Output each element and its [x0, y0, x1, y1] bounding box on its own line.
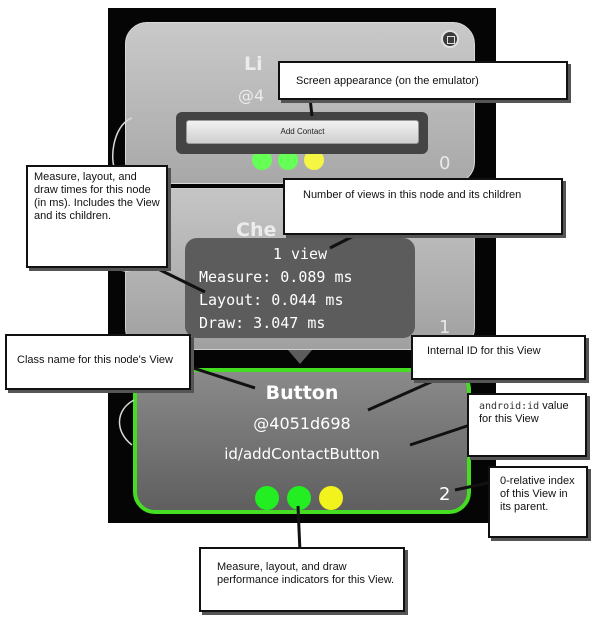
- callout-class-name: Class name for this node's View: [5, 334, 191, 390]
- callout-measure-times-text: Measure, layout, and draw times for this…: [34, 171, 160, 222]
- callout-view-count-text: Number of views in this node and its chi…: [303, 189, 522, 201]
- callout-indicators: Measure, layout, and draw performance in…: [199, 547, 405, 612]
- callout-android-id: android:id value for this View: [467, 393, 587, 457]
- tooltip-view-count: 1 view: [272, 245, 328, 263]
- tooltip-layout: Layout: 0.044 ms: [199, 291, 344, 309]
- callout-measure-times: Measure, layout, and draw times for this…: [26, 165, 168, 268]
- tooltip-measure: Measure: 0.089 ms: [199, 268, 353, 286]
- performance-indicator: [319, 486, 343, 510]
- upper-node-id: @4: [238, 86, 265, 105]
- middle-node-title: Che: [236, 219, 277, 241]
- callout-screen-appearance: Screen appearance (on the emulator): [278, 61, 568, 100]
- upper-node-index: 0: [439, 153, 451, 174]
- upper-node-indicator: [252, 150, 272, 170]
- upper-node-title: Li: [244, 53, 263, 75]
- callout-android-id-code: android:id: [479, 401, 540, 412]
- node-indicators: [255, 486, 355, 510]
- node-internal-id: @4051d698: [253, 414, 351, 433]
- performance-indicator: [255, 486, 279, 510]
- node-index: 2: [439, 484, 451, 505]
- upper-node-card: Li @4 0: [125, 22, 475, 184]
- add-contact-button-preview: Add Contact: [186, 120, 419, 144]
- callout-indicators-text: Measure, layout, and draw performance in…: [217, 561, 395, 586]
- tooltip-draw: Draw: 3.047 ms: [199, 314, 326, 332]
- middle-node-index: 1: [439, 317, 451, 338]
- window-icon-glyph: [447, 36, 455, 44]
- callout-screen-appearance-text: Screen appearance (on the emulator): [296, 75, 479, 87]
- callout-index-text: 0-relative index of this View in its par…: [500, 475, 575, 513]
- callout-internal-id-text: Internal ID for this View: [427, 345, 541, 357]
- node-view-id: id/addContactButton: [224, 445, 380, 463]
- emulator-preview: Add Contact: [176, 112, 428, 154]
- callout-view-count: Number of views in this node and its chi…: [283, 178, 563, 235]
- node-class-name: Button: [265, 382, 339, 404]
- callout-android-id-text: value for this View: [479, 400, 569, 425]
- callout-index: 0-relative index of this View in its par…: [488, 466, 588, 538]
- tooltip-pointer: [288, 350, 312, 364]
- window-restore-icon[interactable]: [441, 30, 459, 48]
- upper-node-indicator: [278, 150, 298, 170]
- callout-class-name-text: Class name for this node's View: [17, 354, 173, 366]
- timing-tooltip: 1 view Measure: 0.089 ms Layout: 0.044 m…: [185, 238, 415, 338]
- callout-internal-id: Internal ID for this View: [411, 335, 586, 380]
- upper-node-indicator: [304, 150, 324, 170]
- performance-indicator: [287, 486, 311, 510]
